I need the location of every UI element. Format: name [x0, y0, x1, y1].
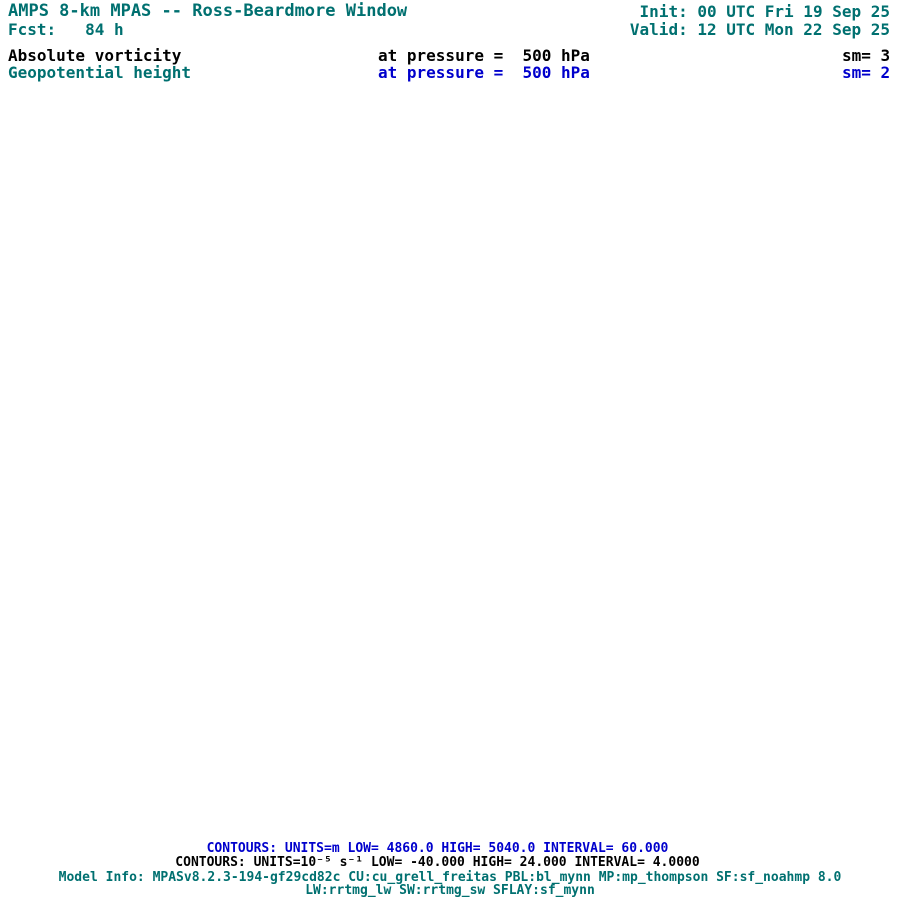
model-info: Model Info: MPASv8.2.3-194-gf29cd82c CU:…: [58, 870, 842, 885]
valid-time: Valid: 12 UTC Mon 22 Sep 25: [629, 20, 890, 39]
field2-level: at pressure = 500 hPa: [378, 63, 590, 82]
vorticity-field-canvas: [40, 97, 835, 827]
field1-name: Absolute vorticity: [8, 46, 182, 65]
model-info-line2: LW:rrtmg_lw SW:rrtmg_sw SFLAY:sf_mynn: [305, 883, 595, 898]
field2-smoothing: sm= 2: [842, 63, 891, 82]
init-time: Init: 00 UTC Fri 19 Sep 25: [639, 2, 890, 21]
height-contour-info: CONTOURS: UNITS=m LOW= 4860.0 HIGH= 5040…: [206, 841, 669, 856]
chart-title: AMPS 8-km MPAS -- Ross-Beardmore Window: [8, 1, 408, 21]
forecast-hour: Fcst: 84 h: [8, 20, 124, 39]
field1-smoothing: sm= 3: [842, 46, 891, 65]
vorticity-contour-info: CONTOURS: UNITS=10⁻⁵ s⁻¹ LOW= -40.000 HI…: [175, 855, 700, 870]
field2-name: Geopotential height: [8, 63, 192, 82]
field1-level: at pressure = 500 hPa: [378, 46, 590, 65]
